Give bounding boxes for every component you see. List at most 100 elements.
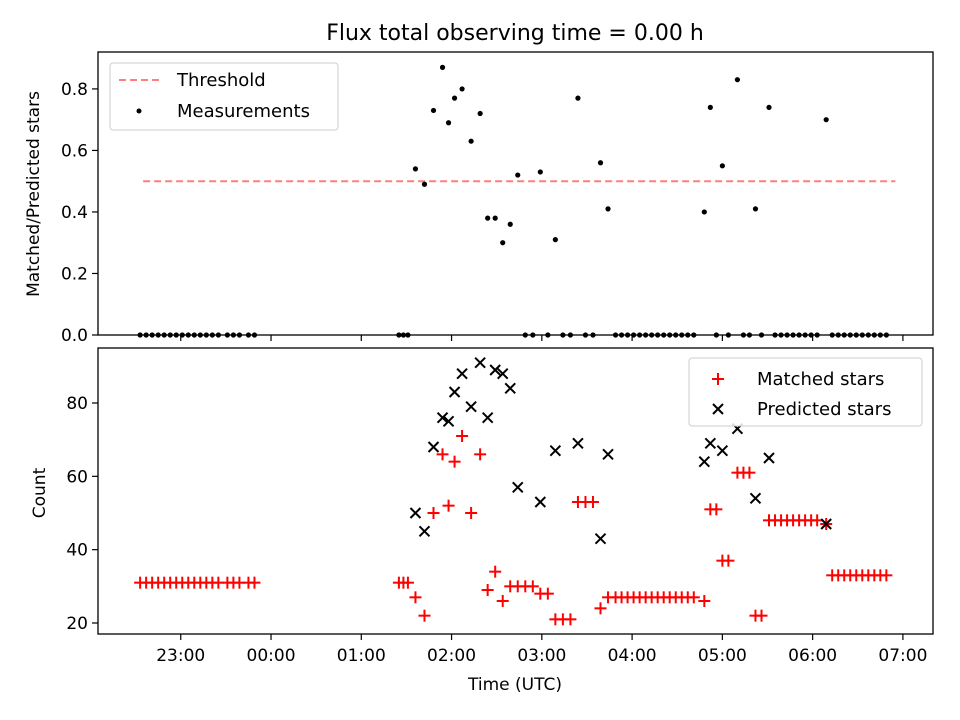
top-y-tick-label: 0.4 — [61, 203, 88, 223]
measurement-point — [430, 107, 437, 114]
bottom-x-tick-label: 07:00 — [878, 646, 927, 666]
predicted-star-point — [704, 437, 717, 450]
measurement-point — [507, 221, 513, 227]
bottom-x-tick-label: 01:00 — [337, 646, 386, 666]
predicted-star-point — [698, 455, 711, 468]
bottom-y-tick-label: 80 — [66, 394, 88, 414]
predicted-star-point — [418, 525, 431, 538]
measurement-point — [707, 104, 713, 110]
predicted-star-point — [763, 452, 775, 464]
measurement-point — [719, 163, 725, 169]
measurement-point — [439, 64, 446, 70]
predicted-star-point — [456, 367, 468, 380]
bottom-x-tick-label: 03:00 — [517, 646, 566, 666]
predicted-star-point — [749, 492, 762, 505]
matched-star-point — [456, 430, 469, 442]
top-y-axis: 0.0 0.2 0.4 0.6 0.8 — [61, 80, 98, 346]
measurement-point — [552, 237, 558, 243]
measurement-point — [445, 120, 452, 126]
measurement-point — [492, 215, 498, 221]
matched-star-point — [880, 569, 893, 582]
matched-star-point — [710, 503, 723, 516]
measurement-point — [823, 117, 829, 123]
bottom-y-axis: 20 40 60 80 — [66, 394, 98, 634]
top-panel-frame — [97, 51, 934, 336]
measurement-point — [515, 172, 521, 178]
predicted-star-point — [504, 382, 516, 395]
measurement-point — [701, 209, 707, 215]
matched-star-point — [401, 576, 414, 589]
bottom-x-tick-label: 00:00 — [247, 646, 296, 666]
predicted-star-point — [716, 444, 729, 457]
matched-star-point — [248, 576, 261, 589]
legend-measurements-swatch — [136, 108, 142, 114]
measurement-point — [477, 110, 483, 117]
matched-star-point — [436, 448, 449, 461]
bottom-legend-box — [688, 357, 923, 427]
bottom-x-tick-label: 04:00 — [608, 646, 657, 666]
predicted-star-point — [512, 481, 524, 494]
matched-star-point — [427, 507, 440, 519]
matched-star-point — [541, 587, 554, 600]
matched-star-point — [526, 580, 539, 593]
predicted-star-point — [594, 532, 607, 545]
matched-star-point — [755, 609, 768, 622]
legend-measurements-label: Measurements — [177, 101, 310, 122]
legend-matched-swatch — [712, 373, 724, 385]
legend-predicted-swatch — [712, 403, 724, 415]
predicted-star-point — [549, 444, 562, 457]
measurement-point — [412, 166, 419, 172]
matched-star-point — [481, 584, 494, 596]
bottom-x-tick-label: 05:00 — [698, 646, 747, 666]
predicted-star-point — [534, 496, 547, 508]
predicted-star-point — [474, 356, 486, 369]
predicted-star-point — [448, 386, 461, 398]
predicted-star-point — [489, 364, 501, 376]
top-y-tick-label: 0.2 — [61, 264, 88, 284]
matched-star-point — [586, 496, 599, 508]
bottom-plot-area — [134, 356, 893, 626]
matched-star-point — [465, 507, 478, 519]
legend-predicted-label: Predicted stars — [757, 399, 891, 420]
measurement-point — [597, 160, 604, 166]
predicted-star-point — [481, 411, 494, 424]
measurement-point — [459, 86, 465, 92]
bottom-x-tick-label: 02:00 — [427, 646, 476, 666]
matched-star-point — [442, 499, 455, 512]
matched-star-point — [418, 609, 431, 622]
matched-star-point — [409, 591, 422, 604]
predicted-star-point — [820, 518, 832, 530]
measurement-point — [752, 206, 759, 212]
predicted-star-point — [427, 441, 440, 453]
predicted-star-point — [465, 400, 477, 413]
top-legend: Threshold Measurements — [109, 62, 339, 131]
bottom-x-axis-label: Time (UTC) — [467, 675, 562, 695]
bottom-y-tick-label: 20 — [66, 614, 88, 634]
matched-star-point — [687, 591, 700, 604]
legend-threshold-label: Threshold — [176, 70, 266, 91]
measurement-point — [605, 206, 611, 212]
measurement-point — [537, 169, 543, 175]
measurement-point — [734, 77, 741, 83]
top-y-tick-label: 0.0 — [61, 326, 88, 346]
matched-star-point — [743, 466, 756, 479]
matched-star-point — [474, 448, 487, 461]
matched-star-point — [698, 595, 711, 607]
legend-matched-label: Matched stars — [757, 369, 884, 390]
top-legend-box — [109, 62, 339, 131]
top-panel: 0.00.20.40.60.8 Matched/Predicted stars … — [24, 51, 934, 346]
top-chart-title: Flux total observing time = 0.00 h — [326, 21, 704, 46]
matched-star-point — [564, 613, 577, 626]
predicted-star-point — [409, 507, 422, 519]
measurement-point — [575, 95, 581, 101]
predicted-star-point — [436, 411, 449, 424]
measurement-point — [468, 138, 474, 144]
bottom-legend: Matched stars Predicted stars — [688, 357, 923, 427]
matched-star-point — [496, 595, 509, 607]
predicted-star-point — [497, 367, 509, 380]
measurement-point — [500, 240, 506, 246]
top-x-axis-ticks — [180, 335, 904, 341]
measurement-point — [421, 181, 428, 187]
predicted-star-point — [442, 415, 455, 428]
measurement-point — [485, 215, 491, 221]
